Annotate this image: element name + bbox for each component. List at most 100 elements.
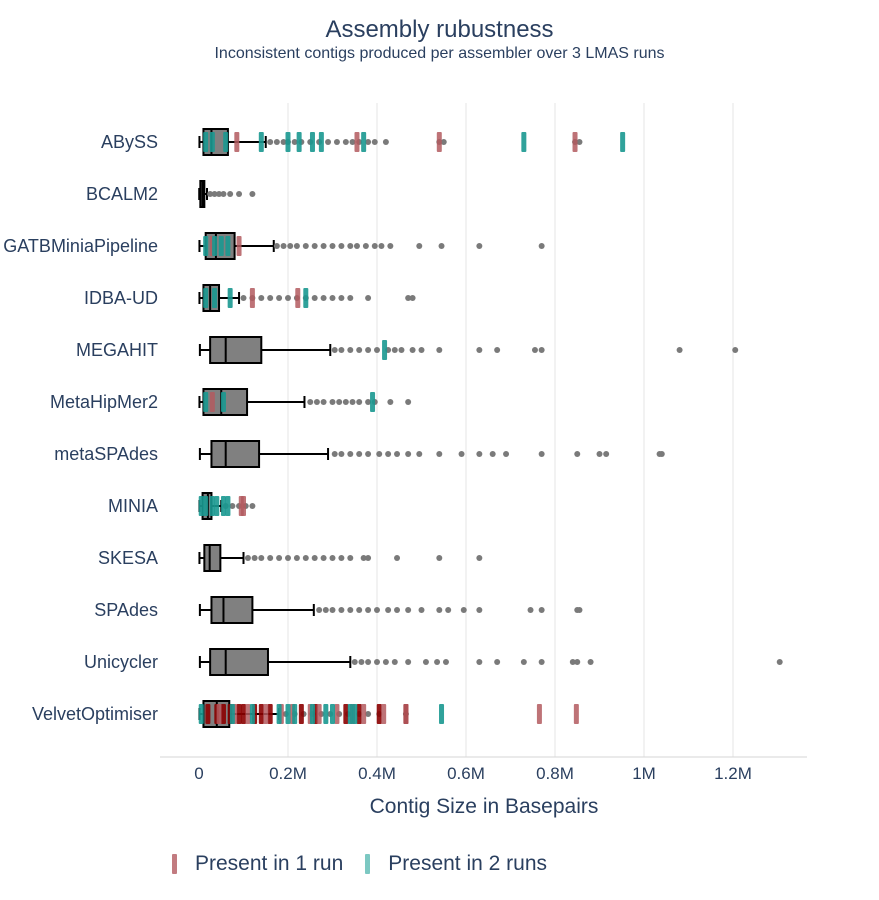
- y-tick-label: VelvetOptimiser: [32, 704, 158, 724]
- outlier-point: [416, 451, 423, 457]
- box: [210, 440, 261, 468]
- run2-marker: [352, 704, 358, 724]
- y-axis-labels: ABySS BCALM2 GATBMiniaPipeline IDBA-UD MEGAH…: [3, 132, 158, 724]
- outlier-point: [276, 295, 283, 301]
- outlier-point: [382, 659, 389, 665]
- run2-marker: [296, 132, 302, 152]
- grid-lines: [287, 103, 734, 757]
- outlier-point: [313, 399, 320, 405]
- run1-marker: [236, 236, 242, 256]
- outlier-point: [236, 191, 243, 197]
- outlier-point: [333, 139, 340, 145]
- run1-marker: [295, 288, 301, 308]
- outlier-point: [365, 711, 372, 717]
- run2-marker: [212, 288, 218, 308]
- outlier-point: [385, 607, 392, 613]
- outlier-point: [273, 243, 280, 249]
- run2-marker: [218, 236, 224, 256]
- outlier-point: [732, 347, 739, 353]
- outlier-point: [531, 347, 538, 353]
- x-tick-label: 0: [194, 764, 203, 783]
- outlier-point: [280, 139, 287, 145]
- outlier-point: [460, 607, 467, 613]
- run1-marker: [249, 288, 255, 308]
- y-tick-label: SPAdes: [94, 600, 158, 620]
- outlier-point: [293, 555, 300, 561]
- outlier-point: [391, 659, 398, 665]
- outlier-point: [293, 243, 300, 249]
- outlier-point: [365, 295, 372, 301]
- outlier-point: [258, 295, 265, 301]
- outlier-point: [347, 347, 354, 353]
- y-tick-label: MetaHipMer2: [50, 392, 158, 412]
- outlier-point: [538, 451, 545, 457]
- outlier-point: [476, 659, 483, 665]
- run2-marker: [276, 704, 282, 724]
- outlier-point: [365, 139, 372, 145]
- outlier-point: [280, 243, 287, 249]
- legend-item-run2[interactable]: Present in 2 runs: [365, 852, 547, 876]
- outlier-point: [576, 139, 583, 145]
- legend-item-run1[interactable]: Present in 1 run: [172, 852, 343, 876]
- legend-label-run2: Present in 2 runs: [388, 852, 548, 875]
- outlier-point: [291, 139, 298, 145]
- outlier-point: [353, 243, 360, 249]
- run3-marker: [356, 704, 362, 724]
- outlier-point: [322, 607, 329, 613]
- outlier-point: [394, 607, 401, 613]
- outlier-point: [338, 555, 345, 561]
- run2-marker: [347, 704, 353, 724]
- outlier-point: [378, 243, 385, 249]
- run3-marker: [220, 704, 226, 724]
- outlier-point: [273, 139, 280, 145]
- outlier-point: [267, 295, 274, 301]
- run3-marker: [343, 704, 349, 724]
- outlier-point: [538, 659, 545, 665]
- run1-marker: [316, 704, 322, 724]
- outlier-point: [302, 243, 309, 249]
- run2-marker: [309, 704, 315, 724]
- run2-marker: [212, 236, 218, 256]
- outlier-point: [489, 451, 496, 457]
- run2-marker: [220, 392, 226, 412]
- outlier-point: [476, 347, 483, 353]
- outlier-point: [229, 503, 236, 509]
- outlier-point: [494, 659, 501, 665]
- outlier-point: [356, 451, 363, 457]
- y-tick-label: SKESA: [98, 548, 158, 568]
- outlier-point: [476, 243, 483, 249]
- outlier-point: [538, 347, 545, 353]
- outlier-point: [409, 347, 416, 353]
- run2-marker: [203, 496, 209, 516]
- outlier-point: [436, 555, 443, 561]
- y-tick-label: ABySS: [101, 132, 158, 152]
- run2-marker: [209, 496, 215, 516]
- run1-marker: [334, 704, 340, 724]
- run1-marker: [361, 704, 367, 724]
- outlier-point: [249, 503, 256, 509]
- outlier-point: [311, 555, 318, 561]
- run1-marker: [234, 132, 240, 152]
- x-tick-label: 0.4M: [358, 764, 396, 783]
- outlier-point: [347, 295, 354, 301]
- chart-title: Assembly rubustness: [325, 16, 554, 43]
- outlier-point: [360, 555, 367, 561]
- outlier-point: [338, 451, 345, 457]
- legend: Present in 1 run Present in 2 runs: [172, 852, 569, 876]
- outlier-point: [356, 399, 363, 405]
- y-tick-label: MEGAHIT: [76, 340, 158, 360]
- outlier-point: [405, 399, 412, 405]
- run2-marker: [303, 288, 309, 308]
- outlier-point: [394, 555, 401, 561]
- outlier-point: [329, 607, 336, 613]
- outlier-point: [342, 139, 349, 145]
- outlier-point: [338, 347, 345, 353]
- run1-marker: [216, 704, 222, 724]
- run2-marker: [198, 496, 204, 516]
- outlier-point: [596, 451, 603, 457]
- outlier-point: [338, 607, 345, 613]
- run3-marker: [267, 704, 273, 724]
- run2-marker: [361, 132, 367, 152]
- run1-marker: [436, 132, 442, 152]
- boxes: [198, 128, 352, 728]
